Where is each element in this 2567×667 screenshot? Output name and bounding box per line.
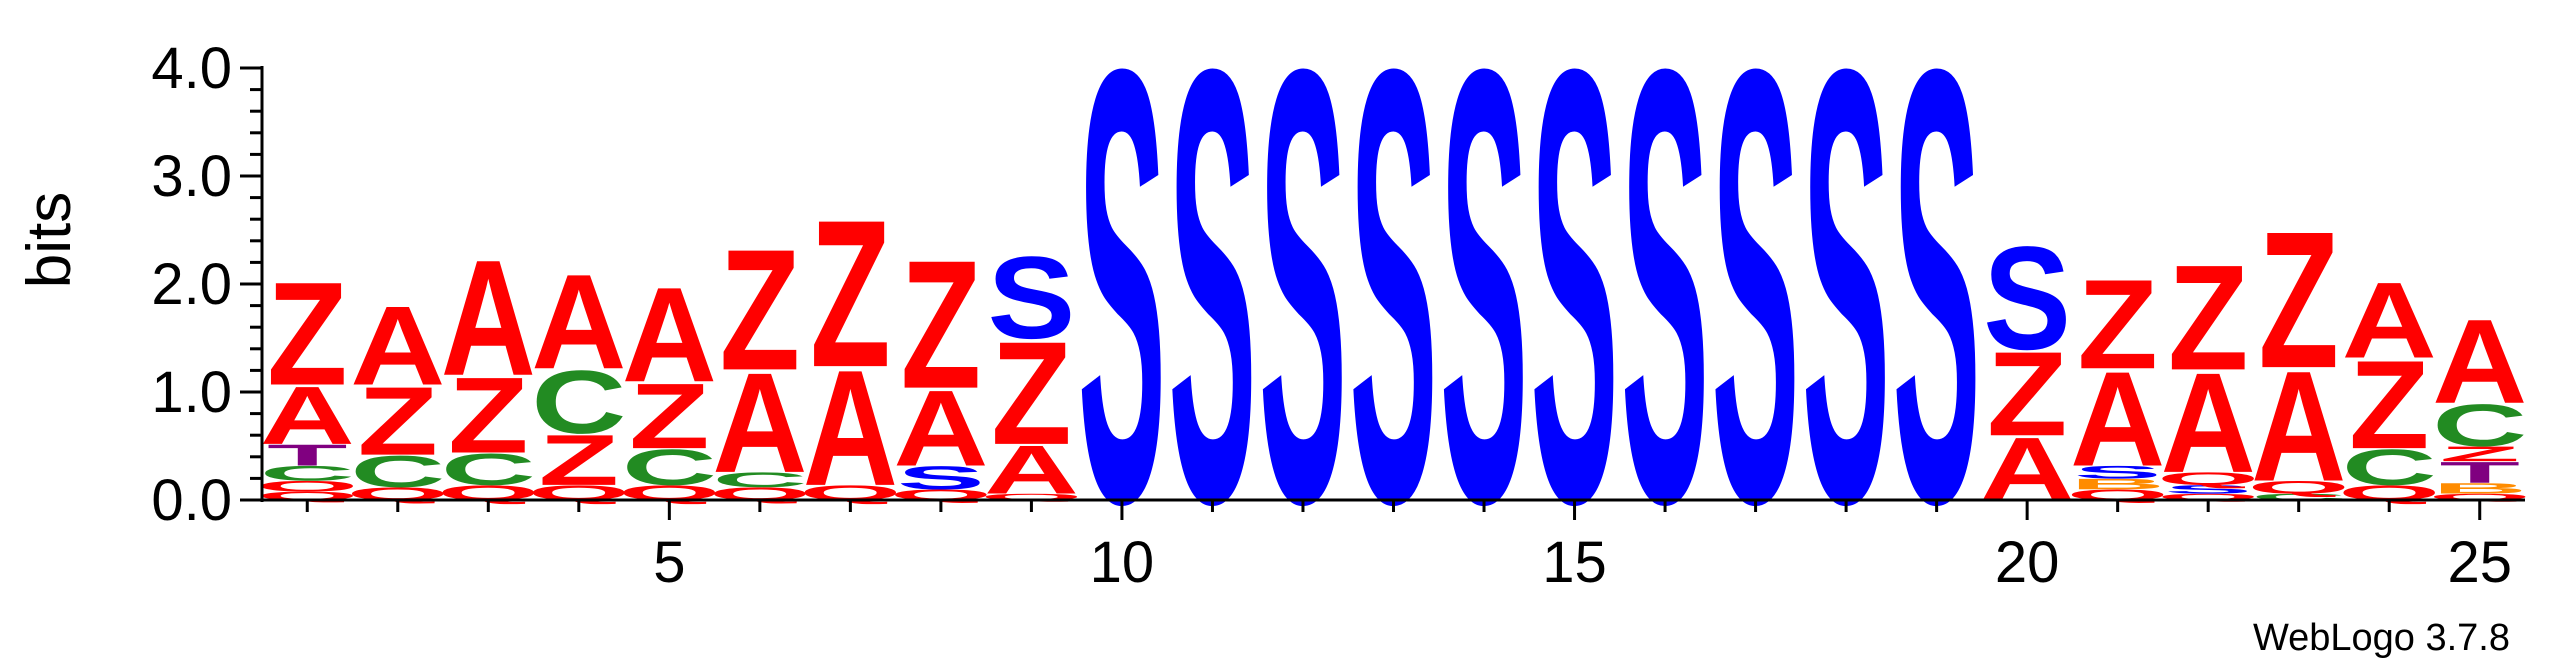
x-tick-label: 20 xyxy=(1995,530,2060,595)
logo-letter-z: Z xyxy=(810,177,890,412)
logo-letter-c: C xyxy=(2432,391,2527,458)
y-ticks: 0.0 1.0 2.0 3.0 4.0 xyxy=(151,36,262,533)
logo-letter-z: Z xyxy=(2168,233,2248,401)
logo-letter-s: S xyxy=(988,233,1076,364)
logo-letter-s: S xyxy=(1169,0,1257,631)
logo-letter-a: A xyxy=(531,247,626,398)
logo-letter-s: S xyxy=(897,460,985,497)
logo-letter-c: C xyxy=(441,444,536,494)
logo-letter-q: Q xyxy=(2157,492,2259,502)
logo-letter-z: Z xyxy=(2349,335,2429,476)
logo-letter-o: O xyxy=(256,478,358,495)
logo-letter-z: Z xyxy=(2258,191,2338,409)
logo-letter-a: A xyxy=(350,282,445,408)
logo-letter-a: A xyxy=(2070,344,2165,495)
x-tick-label: 5 xyxy=(653,530,685,595)
logo-letter-s: S xyxy=(1712,0,1800,631)
logo-letter-c: C xyxy=(712,468,807,491)
logo-letter-s: S xyxy=(2074,462,2162,482)
x-tick-label: 10 xyxy=(1090,530,1155,595)
logo-letter-a: A xyxy=(803,336,898,521)
logo-letter-a: A xyxy=(2342,260,2437,381)
y-axis-label: bits xyxy=(15,192,84,288)
y-tick-label: 1.0 xyxy=(151,360,232,425)
logo-letter-s: S xyxy=(1621,0,1709,631)
x-tick-label: 25 xyxy=(2447,530,2512,595)
y-tick-label: 2.0 xyxy=(151,252,232,317)
logo-letter-q: Q xyxy=(2429,492,2531,502)
logo-letter-a: A xyxy=(2161,344,2256,503)
logo-letter-a: A xyxy=(984,432,1079,509)
logo-letter-z: Z xyxy=(901,222,981,426)
logo-letter-c: C xyxy=(531,352,626,453)
logo-letter-b: B xyxy=(2070,476,2165,493)
logo-letter-z: Z xyxy=(629,365,709,469)
logo-letter-a: A xyxy=(2432,294,2527,428)
y-tick-label: 3.0 xyxy=(151,144,232,209)
logo-letter-c: C xyxy=(622,439,717,496)
logo-letter-z: Z xyxy=(358,366,438,475)
logo-letter-a: A xyxy=(622,260,717,411)
logo-letter-s: S xyxy=(1350,0,1438,631)
logo-letter-z: Z xyxy=(2440,442,2520,465)
logo-letter-a: A xyxy=(893,368,988,489)
logo-letter-q: Q xyxy=(2247,477,2349,497)
logo-letter-z: Z xyxy=(720,213,800,406)
logo-letter-s: S xyxy=(2164,483,2252,496)
logo-letter-t: T xyxy=(267,439,347,472)
logo-letter-c: C xyxy=(2342,439,2437,496)
axes: 0.0 1.0 2.0 3.0 4.0 5 10 15 20 25 xyxy=(151,36,2525,595)
logo-letter-a: A xyxy=(2251,338,2346,514)
logo-letter-b: B xyxy=(2432,480,2527,497)
logo-letter-s: S xyxy=(1983,216,2071,380)
logo-letter-s: S xyxy=(1259,0,1347,631)
logo-letter-a: A xyxy=(441,225,536,410)
logo-letter-q: Q xyxy=(2157,469,2259,489)
y-tick-label: 4.0 xyxy=(151,36,232,101)
logo-letter-a: A xyxy=(260,370,355,462)
logo-letter-q: Q xyxy=(980,492,1082,502)
logo-letter-z: Z xyxy=(1987,327,2067,461)
logo-letter-s: S xyxy=(1893,0,1981,631)
logo-letter-t: T xyxy=(2440,456,2520,489)
logo-letter-c: C xyxy=(2251,492,2346,502)
logo-letter-s: S xyxy=(1078,0,1166,631)
weblogo-version-footer: WebLogo 3.7.8 xyxy=(2253,617,2510,659)
logo-letter-c: C xyxy=(260,462,355,485)
logo-letter-s: S xyxy=(1802,0,1890,631)
x-ticks: 5 10 15 20 25 xyxy=(305,500,2512,595)
logo-letter-s: S xyxy=(1440,0,1528,631)
logo-letter-z: Z xyxy=(448,355,528,476)
y-tick-label: 0.0 xyxy=(151,468,232,533)
logo-letter-s: S xyxy=(1531,0,1619,631)
x-tick-label: 15 xyxy=(1542,530,1607,595)
logo-letter-z: Z xyxy=(267,252,347,416)
logo-letter-z: Z xyxy=(991,311,1071,475)
logo-letter-z: Z xyxy=(2077,254,2157,396)
logo-letter-c: C xyxy=(350,446,445,496)
logo-letter-a: A xyxy=(712,344,807,503)
logo-letter-z: Z xyxy=(539,420,619,500)
